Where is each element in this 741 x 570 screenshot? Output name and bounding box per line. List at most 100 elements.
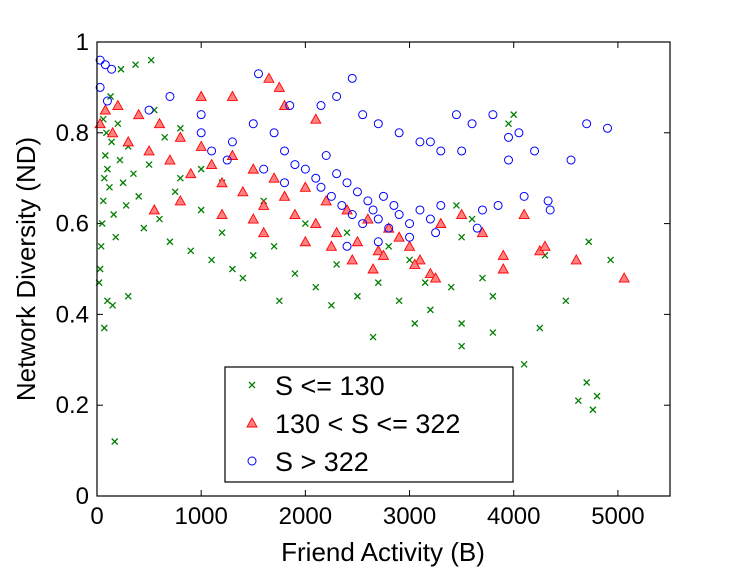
point-s-130-322 (289, 208, 301, 219)
point-s-le-130 (452, 201, 460, 209)
y-tick-label: 0.6 (56, 211, 89, 238)
point-s-le-130 (593, 392, 601, 400)
point-s-gt-322 (207, 146, 217, 156)
point-s-le-130 (124, 292, 132, 300)
point-s-130-322 (539, 240, 551, 251)
point-s-le-130 (176, 174, 184, 182)
point-s-gt-322 (285, 101, 295, 111)
point-s-gt-322 (337, 200, 347, 210)
point-s-le-130 (536, 324, 544, 332)
point-s-130-322 (393, 231, 405, 242)
point-s-le-130 (187, 247, 195, 255)
point-s-gt-322 (504, 132, 514, 142)
point-s-130-322 (174, 131, 187, 142)
point-s-gt-322 (368, 205, 378, 215)
point-s-le-130 (333, 261, 341, 268)
point-s-130-322 (257, 199, 270, 210)
point-s-gt-322 (493, 200, 503, 210)
series-s-130-322 (94, 72, 630, 283)
legend-label-s-gt-322: S > 322 (275, 447, 369, 477)
point-s-le-130 (108, 138, 116, 146)
legend-label-s-le-130: S <= 130 (275, 371, 385, 401)
point-s-130-322 (216, 208, 228, 219)
point-s-gt-322 (514, 128, 524, 138)
point-s-130-322 (299, 235, 312, 247)
point-s-le-130 (458, 342, 466, 350)
point-s-130-322 (184, 167, 197, 179)
point-s-130-322 (497, 249, 510, 260)
point-s-gt-322 (332, 169, 342, 179)
point-s-le-130 (353, 292, 361, 300)
point-s-130-322 (174, 194, 187, 206)
point-s-le-130 (114, 120, 122, 128)
tick-labels: 0 1000 2000 3000 4000 5000 0 0.2 0.4 0.6 0.8 1 (56, 29, 645, 530)
point-s-gt-322 (363, 196, 373, 206)
point-s-le-130 (100, 324, 108, 332)
point-s-gt-322 (543, 196, 553, 206)
point-s-130-322 (618, 272, 630, 283)
point-s-130-322 (414, 253, 426, 265)
point-s-le-130 (458, 233, 466, 241)
point-s-gt-322 (253, 69, 263, 79)
legend-box (224, 366, 514, 483)
point-s-le-130 (110, 211, 118, 218)
point-s-le-130 (96, 265, 104, 273)
x-tick-label: 4000 (487, 503, 540, 530)
point-s-130-322 (325, 240, 338, 251)
point-s-gt-322 (300, 164, 310, 174)
point-s-130-322 (164, 154, 176, 165)
point-s-gt-322 (394, 210, 404, 220)
point-s-le-130 (135, 192, 143, 200)
point-s-gt-322 (95, 82, 105, 92)
point-s-130-322 (99, 104, 112, 115)
point-s-gt-322 (144, 105, 154, 115)
point-s-130-322 (268, 172, 280, 183)
point-s-130-322 (455, 208, 468, 219)
point-s-le-130 (112, 233, 120, 241)
point-s-130-322 (476, 226, 489, 238)
point-s-gt-322 (425, 137, 435, 147)
point-s-130-322 (205, 158, 218, 170)
point-s-le-130 (161, 133, 169, 141)
point-s-130-322 (497, 263, 510, 274)
point-s-130-322 (435, 217, 447, 229)
point-s-le-130 (458, 320, 466, 327)
x-tick-label: 0 (90, 503, 103, 530)
point-s-le-130 (171, 188, 179, 196)
point-s-le-130 (520, 360, 528, 368)
point-s-130-322 (153, 117, 166, 129)
point-s-le-130 (369, 333, 377, 341)
point-s-le-130 (574, 397, 582, 405)
point-s-gt-322 (311, 173, 321, 183)
y-tick-label: 0.2 (56, 392, 89, 419)
point-s-le-130 (166, 238, 174, 246)
point-s-le-130 (312, 283, 320, 291)
point-s-130-322 (106, 126, 119, 138)
point-s-le-130 (197, 165, 205, 173)
point-s-le-130 (197, 206, 205, 214)
point-s-le-130 (270, 242, 278, 250)
point-s-gt-322 (530, 146, 540, 156)
point-s-gt-322 (566, 155, 576, 165)
point-s-le-130 (589, 406, 597, 414)
point-s-130-322 (299, 181, 312, 192)
point-s-gt-322 (347, 73, 357, 83)
point-s-130-322 (226, 90, 239, 101)
point-s-130-322 (278, 99, 291, 111)
point-s-le-130 (374, 279, 382, 287)
point-s-gt-322 (504, 155, 514, 165)
point-s-le-130 (411, 320, 419, 327)
point-s-130-322 (351, 235, 364, 247)
point-s-le-130 (111, 438, 119, 445)
point-s-130-322 (372, 244, 385, 256)
point-s-gt-322 (379, 191, 388, 201)
y-tick-label: 1 (76, 29, 89, 56)
point-s-130-322 (367, 263, 379, 274)
point-s-130-322 (278, 190, 291, 201)
point-s-130-322 (122, 135, 135, 147)
legend-marker-x-icon (248, 381, 256, 389)
point-s-gt-322 (405, 219, 415, 229)
point-s-gt-322 (519, 191, 529, 201)
point-s-gt-322 (196, 128, 206, 138)
